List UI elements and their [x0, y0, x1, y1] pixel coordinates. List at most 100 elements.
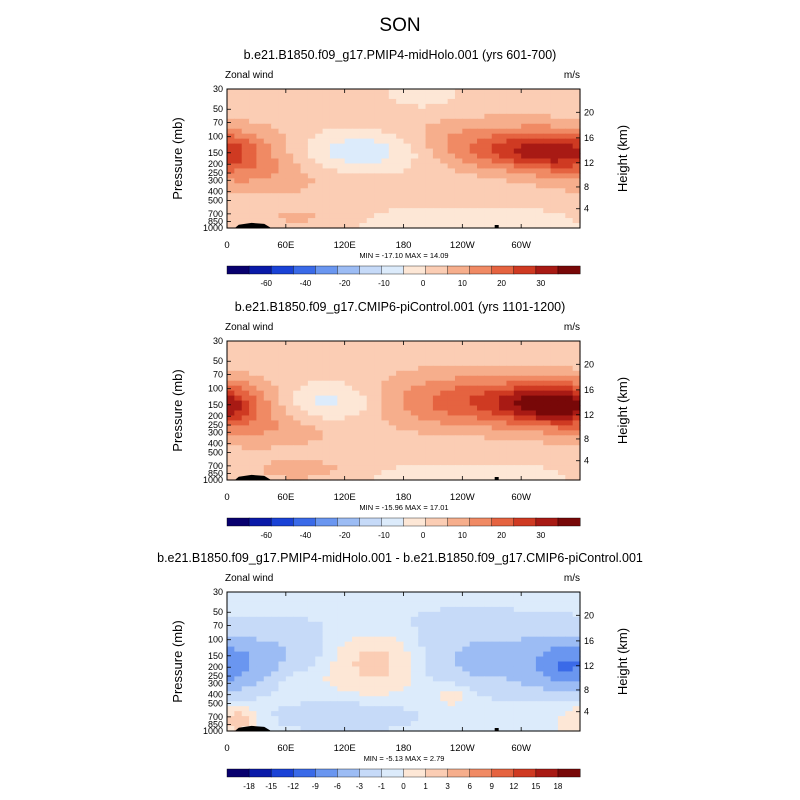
field-cell [359, 395, 368, 402]
field-cell [565, 666, 574, 673]
field-cell [410, 223, 419, 229]
field-cell [543, 711, 552, 717]
field-cell [403, 661, 412, 668]
field-cell [359, 631, 368, 638]
field-cell [410, 606, 419, 613]
field-cell [440, 128, 449, 135]
field-cell [565, 686, 574, 692]
field-cell [506, 686, 515, 692]
field-cell [256, 711, 265, 717]
field-cell [293, 626, 302, 633]
field-cell [374, 460, 383, 466]
field-cell [366, 198, 375, 204]
field-cell [263, 686, 272, 692]
field-cell [329, 390, 338, 397]
panel-title: b.e21.B1850.f09_g17.PMIP4-midHolo.001 - … [157, 551, 643, 565]
field-cell [234, 138, 243, 145]
field-cell [337, 193, 346, 199]
field-cell [329, 158, 338, 165]
field-cell [256, 400, 265, 407]
field-cell [454, 113, 463, 120]
field-cell [432, 158, 441, 165]
field-cell [418, 671, 427, 677]
field-cell [425, 158, 434, 165]
field-cell [572, 183, 581, 189]
field-cell [521, 460, 530, 466]
field-cell [462, 143, 471, 150]
field-cell [425, 133, 434, 140]
field-cell [572, 676, 581, 682]
field-cell [469, 400, 478, 407]
field-cell [352, 138, 360, 145]
field-cell [462, 460, 471, 466]
field-cell [396, 158, 405, 165]
field-cell [550, 203, 559, 209]
field-cell [513, 128, 522, 135]
field-cell [285, 420, 294, 426]
field-cell [462, 380, 471, 387]
field-cell [241, 666, 250, 673]
field-cell [381, 435, 390, 441]
field-cell [337, 415, 346, 422]
field-cell [388, 616, 397, 623]
field-cell [366, 138, 375, 145]
chart-panel-2: b.e21.B1850.f09_g17.CMIP6-piControl.001 … [170, 300, 630, 540]
field-cell [513, 435, 522, 441]
field-cell [374, 425, 383, 431]
field-cell [396, 218, 405, 224]
field-cell [550, 218, 559, 224]
field-cell [337, 345, 346, 352]
min-max-stats: MIN = -17.10 MAX = 14.09 [359, 251, 448, 260]
field-cell [499, 108, 508, 115]
field-cell [528, 360, 537, 367]
field-cell [403, 626, 412, 633]
field-cell [366, 218, 375, 224]
field-cell [381, 701, 390, 707]
field-cell [293, 113, 302, 120]
field-cell [396, 360, 405, 367]
field-cell [440, 380, 449, 387]
field-cell [293, 711, 302, 717]
field-cell [535, 350, 544, 357]
field-cell [227, 218, 235, 224]
field-cell [300, 345, 309, 352]
field-cell [329, 178, 338, 184]
x-tick-label: 120E [334, 492, 356, 503]
y-tick-label: 70 [213, 621, 223, 631]
field-cell [491, 208, 500, 214]
field-cell [381, 203, 390, 209]
field-cell [557, 592, 566, 598]
field-cell [249, 133, 258, 140]
field-cell [410, 686, 419, 692]
field-cell [513, 686, 522, 692]
field-cell [285, 218, 294, 224]
field-cell [352, 435, 360, 441]
field-cell [469, 103, 478, 110]
field-cell [454, 183, 463, 189]
field-cell [352, 661, 360, 668]
field-cell [403, 173, 412, 179]
field-cell [234, 696, 243, 702]
field-cell [241, 178, 250, 184]
field-cell [396, 113, 405, 120]
field-cell [322, 158, 331, 165]
field-cell [352, 370, 360, 377]
field-cell [513, 460, 522, 466]
field-cell [263, 711, 272, 717]
field-cell [374, 676, 383, 682]
field-cell [374, 592, 383, 598]
field-cell [499, 651, 508, 658]
field-cell [513, 696, 522, 702]
field-cell [344, 410, 353, 417]
field-cell [418, 188, 427, 194]
field-cell [374, 681, 383, 687]
field-cell [352, 455, 360, 461]
field-cell [366, 365, 375, 372]
field-cell [315, 380, 324, 387]
field-cell [256, 621, 265, 628]
field-cell [234, 711, 243, 717]
field-cell [513, 430, 522, 436]
field-cell [352, 726, 360, 732]
field-cell [469, 626, 478, 633]
field-cell [432, 671, 441, 677]
